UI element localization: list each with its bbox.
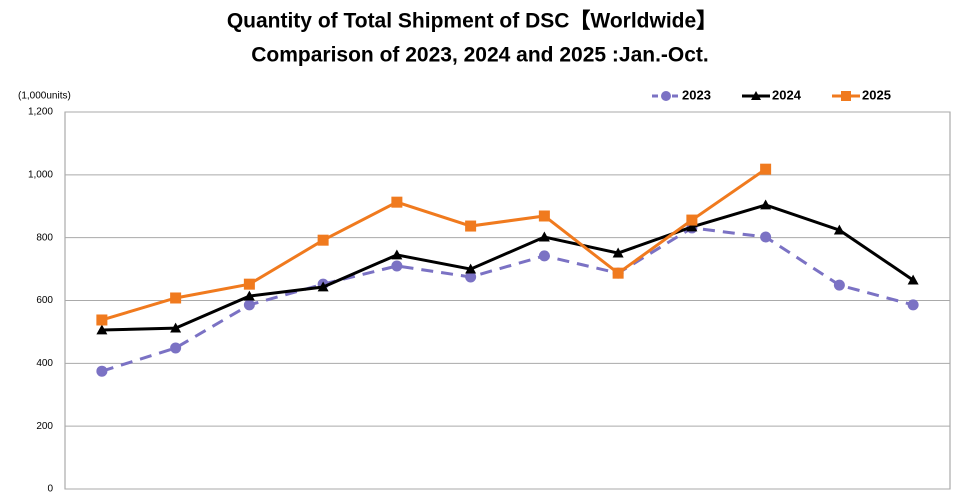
series-line (101, 167, 767, 322)
marker (96, 314, 108, 326)
marker (96, 365, 108, 377)
marker (760, 231, 772, 243)
marker (538, 210, 550, 222)
y-tick-label: 600 (36, 295, 53, 306)
marker (833, 224, 845, 235)
y-axis-label: (1,000units) (18, 91, 71, 102)
marker (243, 278, 255, 290)
y-tick-label: 800 (36, 232, 53, 243)
marker (760, 199, 772, 210)
marker (612, 247, 624, 258)
marker (841, 91, 851, 101)
series-line (101, 203, 914, 332)
y-tick-label: 1,000 (28, 169, 53, 180)
marker (465, 271, 477, 283)
marker (612, 267, 624, 279)
marker (170, 342, 182, 354)
marker (465, 263, 477, 274)
marker (243, 299, 255, 311)
marker (317, 234, 329, 246)
chart-subtitle: Comparison of 2023, 2024 and 2025 :Jan.-… (251, 44, 709, 67)
series-line (101, 226, 914, 373)
legend-label: 2024 (772, 87, 802, 102)
y-tick-label: 400 (36, 358, 53, 369)
y-tick-label: 1,200 (28, 107, 53, 118)
marker (686, 221, 698, 232)
marker (465, 220, 477, 232)
marker (907, 299, 919, 311)
marker (686, 214, 698, 226)
marker (170, 292, 182, 304)
marker (538, 250, 550, 262)
marker (96, 324, 108, 335)
marker (317, 281, 329, 292)
y-tick-label: 0 (47, 484, 53, 495)
marker (391, 249, 403, 260)
marker (391, 260, 403, 272)
marker (907, 274, 919, 285)
marker (538, 231, 550, 242)
marker (170, 322, 182, 333)
marker (833, 279, 845, 291)
legend-label: 2023 (682, 87, 711, 102)
marker (751, 91, 761, 100)
marker (760, 163, 772, 175)
marker (243, 290, 255, 301)
chart-title: Quantity of Total Shipment of DSC【Worldw… (227, 10, 717, 33)
legend-label: 2025 (862, 87, 891, 102)
marker (391, 196, 403, 208)
y-tick-label: 200 (36, 421, 53, 432)
marker (661, 91, 671, 101)
